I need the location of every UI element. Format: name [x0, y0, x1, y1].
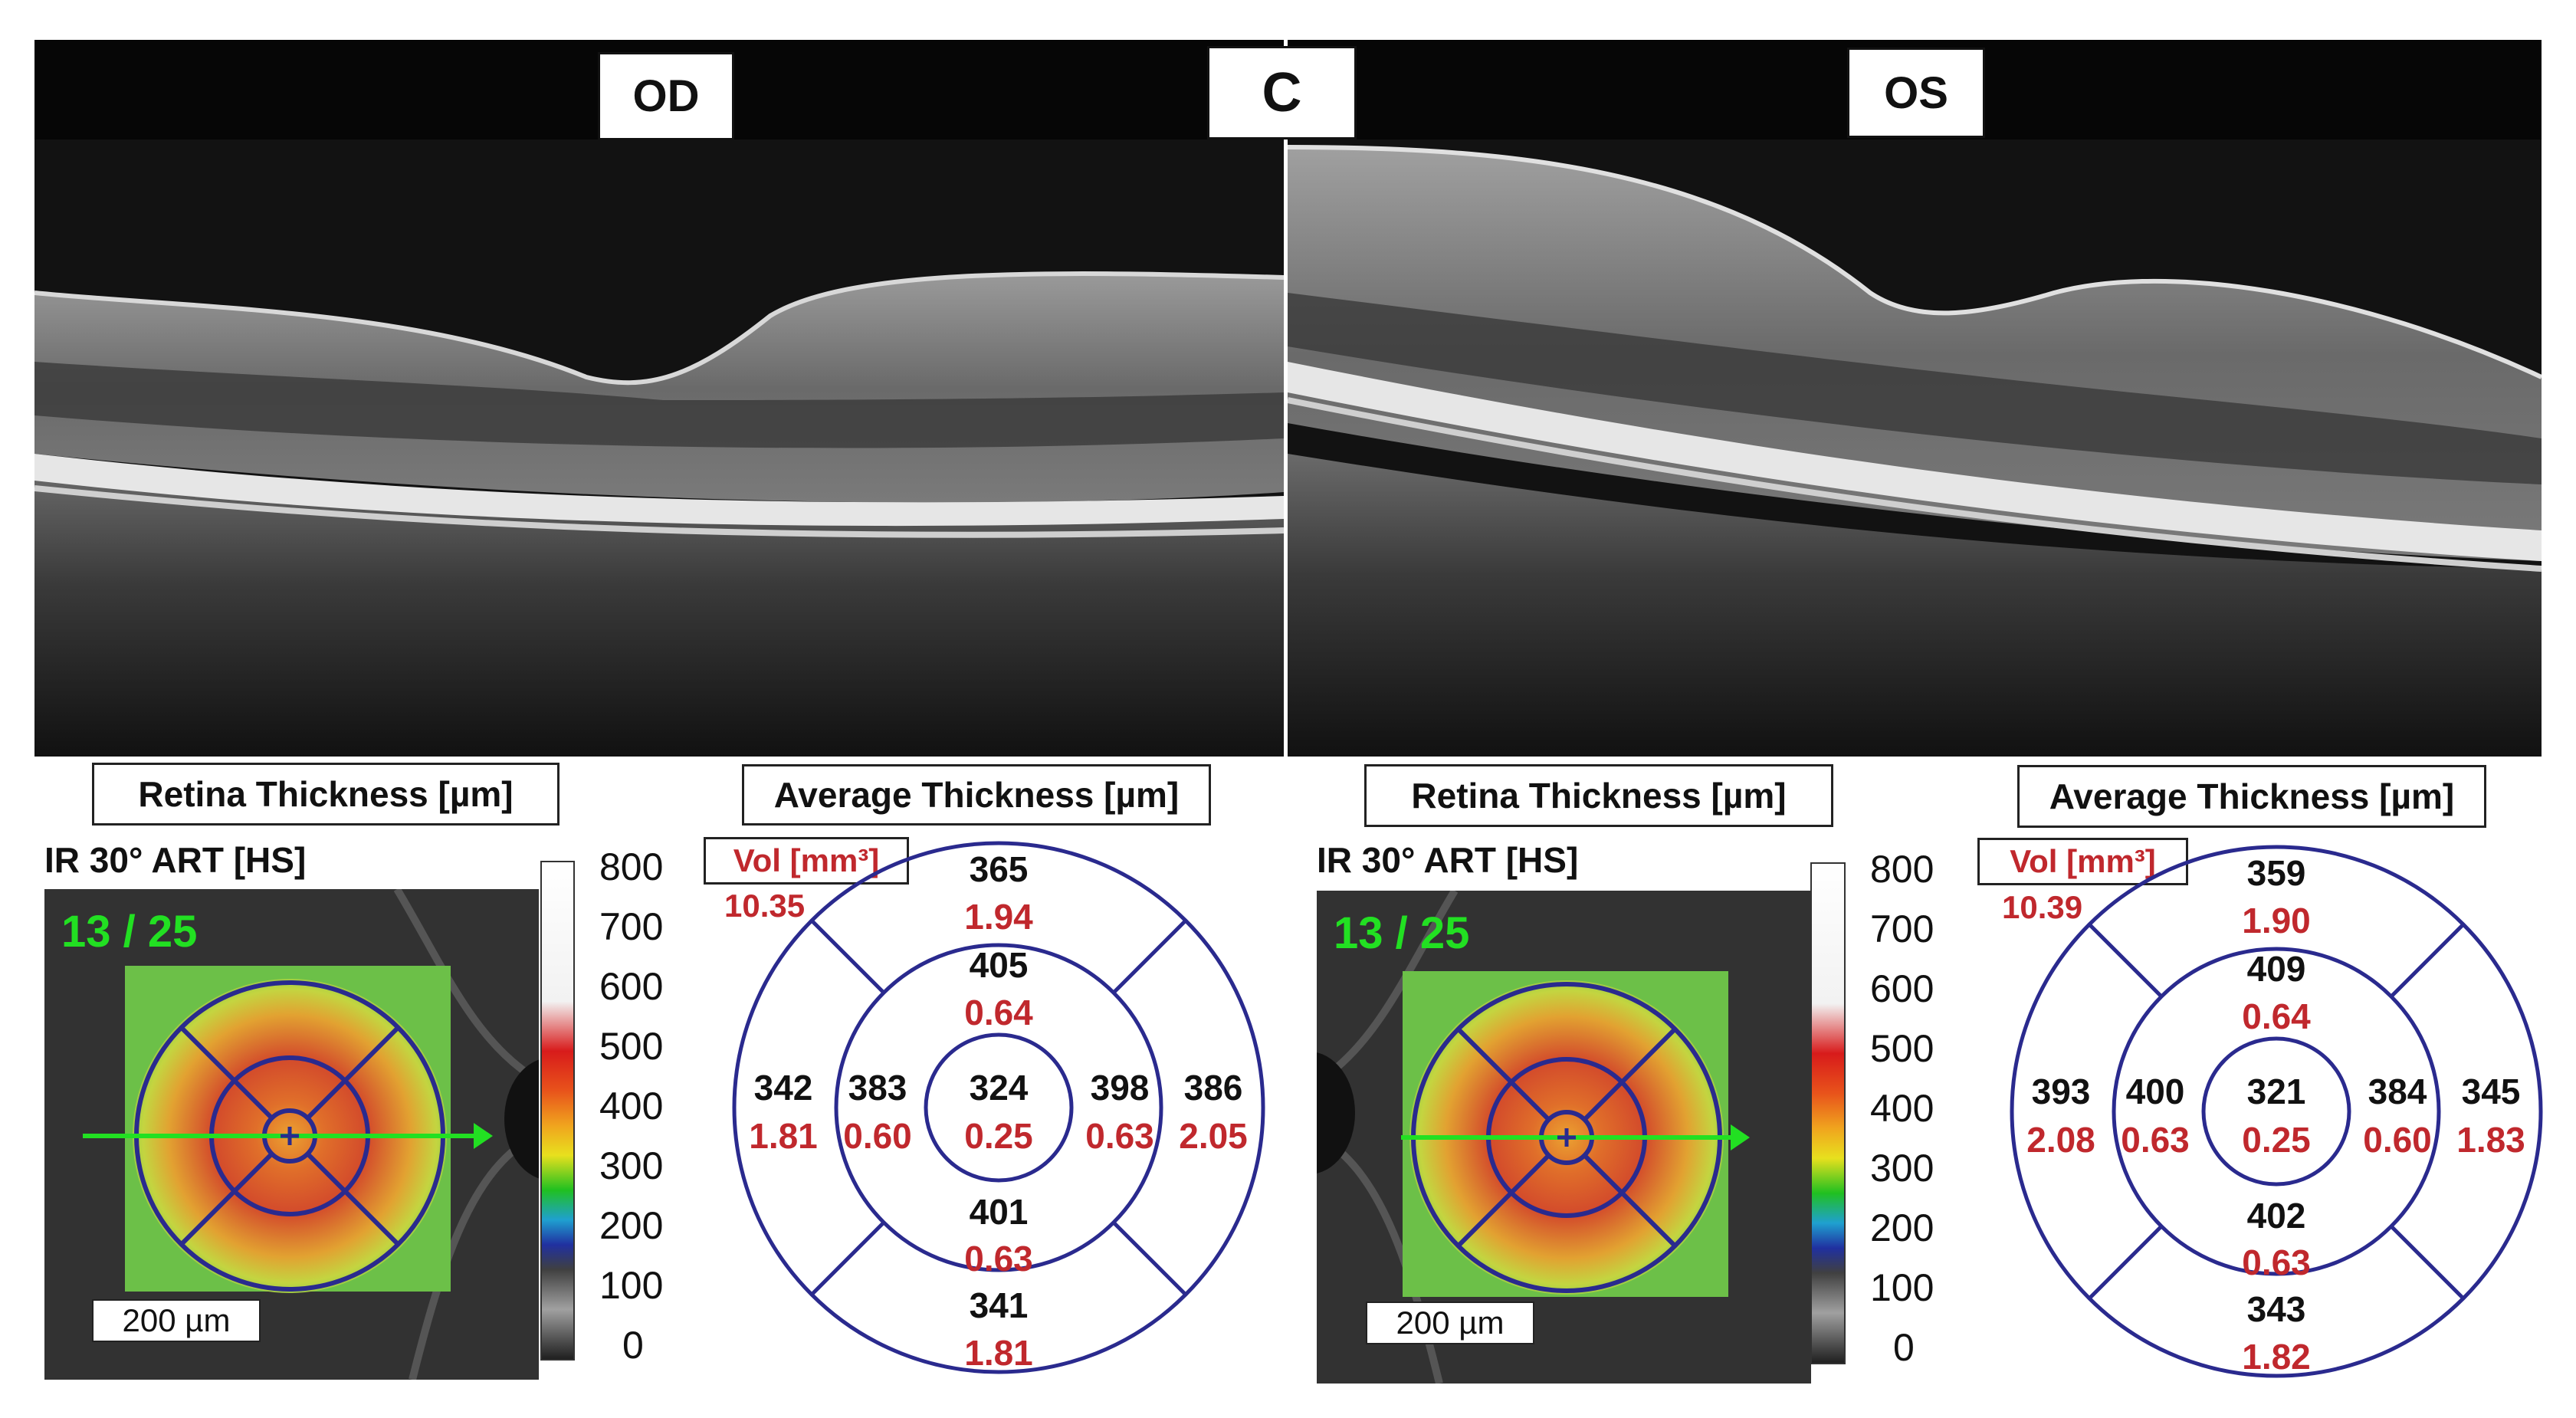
inner-temporal-volume-od: 0.60	[843, 1116, 912, 1156]
outer-nasal-thickness-os: 393	[2032, 1072, 2091, 1111]
inner-superior-thickness-od: 405	[970, 945, 1029, 985]
center-thickness-od: 324	[970, 1068, 1029, 1108]
retina-thickness-title-os: Retina Thickness [µm]	[1364, 764, 1833, 827]
tick-600-od: 600	[599, 965, 664, 1008]
ir-label-os: IR 30° ART [HS]	[1317, 840, 1579, 880]
tick-100-os: 100	[1870, 1266, 1934, 1309]
outer-superior-thickness-od: 365	[970, 849, 1029, 889]
inner-inferior-volume-os: 0.63	[2242, 1242, 2311, 1282]
tick-400-os: 400	[1870, 1087, 1934, 1130]
inner-inferior-volume-od: 0.63	[964, 1239, 1033, 1278]
outer-inferior-volume-os: 1.82	[2242, 1337, 2311, 1377]
scan-count-od: 13 / 25	[61, 907, 198, 957]
outer-inferior-thickness-od: 341	[970, 1285, 1029, 1325]
inner-inferior-thickness-os: 402	[2247, 1196, 2306, 1236]
outer-nasal-volume-od: 2.05	[1179, 1116, 1248, 1156]
thickness-map-os	[1317, 891, 1811, 1384]
tick-300-os: 300	[1870, 1147, 1934, 1190]
outer-superior-volume-os: 1.90	[2242, 901, 2311, 940]
tick-200-od: 200	[599, 1204, 664, 1247]
fundus-map-os: 13 / 25	[1317, 891, 1811, 1384]
tick-300-od: 300	[599, 1144, 664, 1187]
average-thickness-title-os: Average Thickness [µm]	[2017, 765, 2486, 828]
panel-label: C	[1207, 46, 1357, 140]
center-volume-od: 0.25	[964, 1116, 1033, 1156]
tick-500-od: 500	[599, 1025, 664, 1068]
tick-100-od: 100	[599, 1264, 664, 1307]
outer-superior-thickness-os: 359	[2247, 853, 2306, 893]
inner-superior-thickness-os: 409	[2247, 949, 2306, 989]
inner-nasal-volume-od: 0.63	[1085, 1116, 1154, 1156]
volume-label-od: Vol [mm³]	[704, 837, 909, 885]
tick-200-os: 200	[1870, 1206, 1934, 1249]
scale-bar-os: 200 µm	[1366, 1301, 1534, 1344]
outer-temporal-thickness-od: 342	[754, 1068, 813, 1108]
ir-label-od: IR 30° ART [HS]	[44, 840, 307, 880]
tick-800-os: 800	[1870, 848, 1934, 891]
etdrs-grid-od: 365 1.94 405 0.64 324 0.25 401 0.63 341 …	[732, 841, 1265, 1374]
tick-0-os: 0	[1893, 1326, 1915, 1369]
oct-od-image	[34, 40, 1284, 757]
oct-scan-os	[1288, 40, 2542, 757]
outer-superior-volume-od: 1.94	[964, 897, 1033, 937]
inner-nasal-thickness-od: 398	[1091, 1068, 1150, 1108]
outer-temporal-thickness-os: 345	[2462, 1072, 2521, 1111]
total-volume-os: 10.39	[2002, 889, 2083, 925]
average-thickness-title-od: Average Thickness [µm]	[742, 764, 1211, 826]
inner-temporal-thickness-os: 384	[2368, 1072, 2427, 1111]
retina-thickness-title-od: Retina Thickness [µm]	[92, 763, 560, 826]
inner-inferior-thickness-od: 401	[970, 1192, 1029, 1232]
scale-bar-od: 200 µm	[92, 1299, 261, 1342]
fundus-map-od: 13 / 25	[44, 889, 539, 1380]
center-thickness-os: 321	[2247, 1072, 2306, 1111]
eye-label-os: OS	[1847, 48, 1985, 138]
outer-temporal-volume-os: 1.83	[2456, 1120, 2525, 1160]
outer-inferior-thickness-os: 343	[2247, 1289, 2306, 1329]
thickness-map-od	[44, 889, 539, 1380]
tick-600-os: 600	[1870, 967, 1934, 1010]
inner-temporal-thickness-od: 383	[848, 1068, 907, 1108]
outer-inferior-volume-od: 1.81	[964, 1333, 1033, 1373]
total-volume-od: 10.35	[724, 888, 806, 924]
outer-nasal-thickness-od: 386	[1184, 1068, 1243, 1108]
colorbar-os	[1810, 862, 1846, 1364]
inner-temporal-volume-os: 0.60	[2363, 1120, 2432, 1160]
tick-0-od: 0	[622, 1324, 644, 1367]
outer-nasal-volume-os: 2.08	[2026, 1120, 2095, 1160]
inner-nasal-thickness-os: 400	[2126, 1072, 2185, 1111]
outer-temporal-volume-od: 1.81	[749, 1116, 818, 1156]
tick-500-os: 500	[1870, 1027, 1934, 1070]
oct-os-image	[1288, 40, 2542, 757]
eye-label-od: OD	[598, 52, 734, 140]
oct-scan-od	[34, 40, 1284, 757]
inner-superior-volume-od: 0.64	[964, 993, 1033, 1032]
tick-700-os: 700	[1870, 908, 1934, 950]
inner-nasal-volume-os: 0.63	[2121, 1120, 2190, 1160]
tick-700-od: 700	[599, 905, 664, 948]
inner-superior-volume-os: 0.64	[2242, 996, 2311, 1036]
colorbar-od	[540, 861, 575, 1361]
etdrs-grid-os: 359 1.90 409 0.64 321 0.25 402 0.63 343 …	[2010, 845, 2543, 1378]
tick-800-od: 800	[599, 845, 664, 888]
center-volume-os: 0.25	[2242, 1120, 2311, 1160]
tick-400-od: 400	[599, 1085, 664, 1128]
scan-count-os: 13 / 25	[1334, 908, 1470, 958]
